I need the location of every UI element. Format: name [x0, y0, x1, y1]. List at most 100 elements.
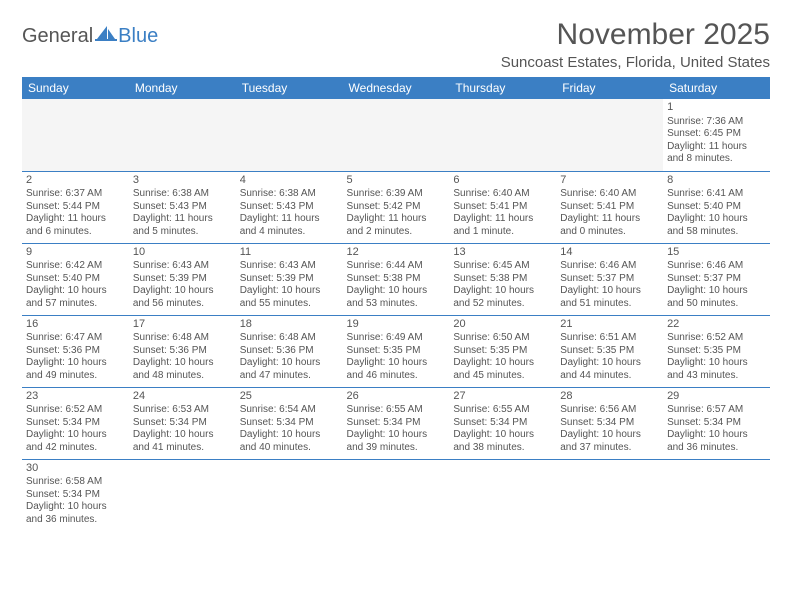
day-info: Sunrise: 6:46 AMSunset: 5:37 PMDaylight:…: [560, 260, 659, 310]
calendar-cell: 7Sunrise: 6:40 AMSunset: 5:41 PMDaylight…: [556, 171, 663, 243]
day-number: 27: [453, 390, 552, 404]
calendar-cell: 19Sunrise: 6:49 AMSunset: 5:35 PMDayligh…: [343, 315, 450, 387]
day-info: Sunrise: 6:55 AMSunset: 5:34 PMDaylight:…: [347, 404, 446, 454]
calendar-cell: 24Sunrise: 6:53 AMSunset: 5:34 PMDayligh…: [129, 387, 236, 459]
calendar-cell: 30Sunrise: 6:58 AMSunset: 5:34 PMDayligh…: [22, 459, 129, 531]
day-number: 6: [453, 174, 552, 188]
day-info: Sunrise: 6:42 AMSunset: 5:40 PMDaylight:…: [26, 260, 125, 310]
day-header: Friday: [556, 77, 663, 99]
day-info: Sunrise: 6:44 AMSunset: 5:38 PMDaylight:…: [347, 260, 446, 310]
day-number: 24: [133, 390, 232, 404]
calendar-cell: [663, 459, 770, 531]
day-number: 18: [240, 318, 339, 332]
day-info: Sunrise: 6:52 AMSunset: 5:34 PMDaylight:…: [26, 404, 125, 454]
day-number: 3: [133, 174, 232, 188]
day-number: 2: [26, 174, 125, 188]
calendar-head: SundayMondayTuesdayWednesdayThursdayFrid…: [22, 77, 770, 99]
sail-icon: [95, 24, 117, 48]
day-number: 22: [667, 318, 766, 332]
calendar-cell: [22, 99, 129, 171]
calendar-cell: 12Sunrise: 6:44 AMSunset: 5:38 PMDayligh…: [343, 243, 450, 315]
day-info: Sunrise: 6:54 AMSunset: 5:34 PMDaylight:…: [240, 404, 339, 454]
day-number: 8: [667, 174, 766, 188]
day-number: 19: [347, 318, 446, 332]
day-header: Wednesday: [343, 77, 450, 99]
day-info: Sunrise: 6:43 AMSunset: 5:39 PMDaylight:…: [240, 260, 339, 310]
day-info: Sunrise: 6:38 AMSunset: 5:43 PMDaylight:…: [133, 188, 232, 238]
day-info: Sunrise: 6:57 AMSunset: 5:34 PMDaylight:…: [667, 404, 766, 454]
calendar-cell: [236, 99, 343, 171]
calendar-cell: 1Sunrise: 7:36 AMSunset: 6:45 PMDaylight…: [663, 99, 770, 171]
day-header: Tuesday: [236, 77, 343, 99]
day-info: Sunrise: 7:36 AMSunset: 6:45 PMDaylight:…: [667, 116, 766, 166]
day-info: Sunrise: 6:55 AMSunset: 5:34 PMDaylight:…: [453, 404, 552, 454]
day-info: Sunrise: 6:39 AMSunset: 5:42 PMDaylight:…: [347, 188, 446, 238]
day-number: 30: [26, 462, 125, 476]
day-info: Sunrise: 6:47 AMSunset: 5:36 PMDaylight:…: [26, 332, 125, 382]
calendar-cell: 2Sunrise: 6:37 AMSunset: 5:44 PMDaylight…: [22, 171, 129, 243]
calendar-cell: [236, 459, 343, 531]
calendar-cell: 14Sunrise: 6:46 AMSunset: 5:37 PMDayligh…: [556, 243, 663, 315]
day-number: 11: [240, 246, 339, 260]
day-number: 1: [667, 101, 766, 115]
calendar-cell: 28Sunrise: 6:56 AMSunset: 5:34 PMDayligh…: [556, 387, 663, 459]
day-number: 21: [560, 318, 659, 332]
calendar-cell: 17Sunrise: 6:48 AMSunset: 5:36 PMDayligh…: [129, 315, 236, 387]
calendar-cell: [449, 99, 556, 171]
calendar-cell: 29Sunrise: 6:57 AMSunset: 5:34 PMDayligh…: [663, 387, 770, 459]
day-number: 23: [26, 390, 125, 404]
calendar-cell: 21Sunrise: 6:51 AMSunset: 5:35 PMDayligh…: [556, 315, 663, 387]
logo-text-2: Blue: [118, 25, 158, 48]
day-info: Sunrise: 6:52 AMSunset: 5:35 PMDaylight:…: [667, 332, 766, 382]
day-info: Sunrise: 6:45 AMSunset: 5:38 PMDaylight:…: [453, 260, 552, 310]
day-info: Sunrise: 6:46 AMSunset: 5:37 PMDaylight:…: [667, 260, 766, 310]
calendar-cell: 13Sunrise: 6:45 AMSunset: 5:38 PMDayligh…: [449, 243, 556, 315]
day-info: Sunrise: 6:58 AMSunset: 5:34 PMDaylight:…: [26, 476, 125, 526]
calendar-table: SundayMondayTuesdayWednesdayThursdayFrid…: [22, 77, 770, 531]
day-number: 4: [240, 174, 339, 188]
day-number: 26: [347, 390, 446, 404]
calendar-cell: 11Sunrise: 6:43 AMSunset: 5:39 PMDayligh…: [236, 243, 343, 315]
calendar-cell: [129, 459, 236, 531]
day-info: Sunrise: 6:56 AMSunset: 5:34 PMDaylight:…: [560, 404, 659, 454]
day-number: 20: [453, 318, 552, 332]
day-info: Sunrise: 6:53 AMSunset: 5:34 PMDaylight:…: [133, 404, 232, 454]
calendar-cell: 16Sunrise: 6:47 AMSunset: 5:36 PMDayligh…: [22, 315, 129, 387]
day-info: Sunrise: 6:51 AMSunset: 5:35 PMDaylight:…: [560, 332, 659, 382]
day-number: 25: [240, 390, 339, 404]
calendar-cell: 23Sunrise: 6:52 AMSunset: 5:34 PMDayligh…: [22, 387, 129, 459]
calendar-body: 1Sunrise: 7:36 AMSunset: 6:45 PMDaylight…: [22, 99, 770, 531]
day-number: 29: [667, 390, 766, 404]
day-info: Sunrise: 6:40 AMSunset: 5:41 PMDaylight:…: [453, 188, 552, 238]
calendar-cell: 15Sunrise: 6:46 AMSunset: 5:37 PMDayligh…: [663, 243, 770, 315]
day-number: 28: [560, 390, 659, 404]
calendar-cell: 26Sunrise: 6:55 AMSunset: 5:34 PMDayligh…: [343, 387, 450, 459]
day-info: Sunrise: 6:38 AMSunset: 5:43 PMDaylight:…: [240, 188, 339, 238]
calendar-cell: [449, 459, 556, 531]
day-number: 12: [347, 246, 446, 260]
header: General Blue November 2025 Suncoast Esta…: [22, 18, 770, 71]
calendar-cell: 22Sunrise: 6:52 AMSunset: 5:35 PMDayligh…: [663, 315, 770, 387]
day-number: 15: [667, 246, 766, 260]
calendar-cell: [556, 459, 663, 531]
calendar-cell: 27Sunrise: 6:55 AMSunset: 5:34 PMDayligh…: [449, 387, 556, 459]
calendar-cell: 4Sunrise: 6:38 AMSunset: 5:43 PMDaylight…: [236, 171, 343, 243]
day-header: Monday: [129, 77, 236, 99]
day-info: Sunrise: 6:48 AMSunset: 5:36 PMDaylight:…: [240, 332, 339, 382]
day-info: Sunrise: 6:41 AMSunset: 5:40 PMDaylight:…: [667, 188, 766, 238]
calendar-cell: 3Sunrise: 6:38 AMSunset: 5:43 PMDaylight…: [129, 171, 236, 243]
day-number: 16: [26, 318, 125, 332]
day-info: Sunrise: 6:43 AMSunset: 5:39 PMDaylight:…: [133, 260, 232, 310]
calendar-cell: 20Sunrise: 6:50 AMSunset: 5:35 PMDayligh…: [449, 315, 556, 387]
day-info: Sunrise: 6:48 AMSunset: 5:36 PMDaylight:…: [133, 332, 232, 382]
calendar-cell: 10Sunrise: 6:43 AMSunset: 5:39 PMDayligh…: [129, 243, 236, 315]
calendar-cell: [556, 99, 663, 171]
day-info: Sunrise: 6:50 AMSunset: 5:35 PMDaylight:…: [453, 332, 552, 382]
calendar-cell: 18Sunrise: 6:48 AMSunset: 5:36 PMDayligh…: [236, 315, 343, 387]
day-number: 5: [347, 174, 446, 188]
logo-text-1: General: [22, 25, 93, 48]
day-header: Thursday: [449, 77, 556, 99]
logo: General Blue: [22, 24, 158, 48]
day-number: 13: [453, 246, 552, 260]
day-header: Saturday: [663, 77, 770, 99]
